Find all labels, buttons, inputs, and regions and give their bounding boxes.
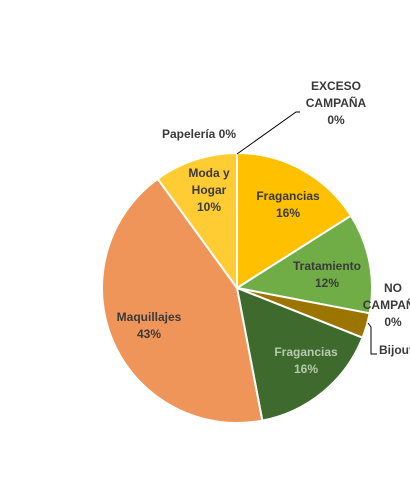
- pie-slice-moda-y-hogar: [156, 152, 238, 289]
- data-label: NOCAMPAÑA0%: [363, 281, 410, 329]
- pie-slice-fragancias: [236, 287, 364, 422]
- pie-slices: [101, 152, 373, 424]
- leader-line: [367, 322, 377, 355]
- leader-line: [236, 111, 300, 155]
- data-label: EXCESO CAMPAÑA 0%: [306, 79, 367, 127]
- data-label: Fragancias 16%: [274, 345, 338, 376]
- pie-slice-fragancias: [236, 152, 352, 289]
- data-label: Fragancias 16%: [256, 189, 320, 220]
- data-label: Tratamiento 12%: [293, 259, 361, 290]
- data-label: Moda y Hogar 10%: [188, 166, 230, 214]
- data-label: Papelería 0%: [162, 127, 236, 141]
- data-label: Maquillajes 43%: [117, 310, 182, 341]
- pie-slice-tratamiento: [236, 214, 373, 315]
- data-label: Bijouterie 3%: [379, 343, 410, 357]
- pie-slice-maquillajes: [101, 177, 264, 424]
